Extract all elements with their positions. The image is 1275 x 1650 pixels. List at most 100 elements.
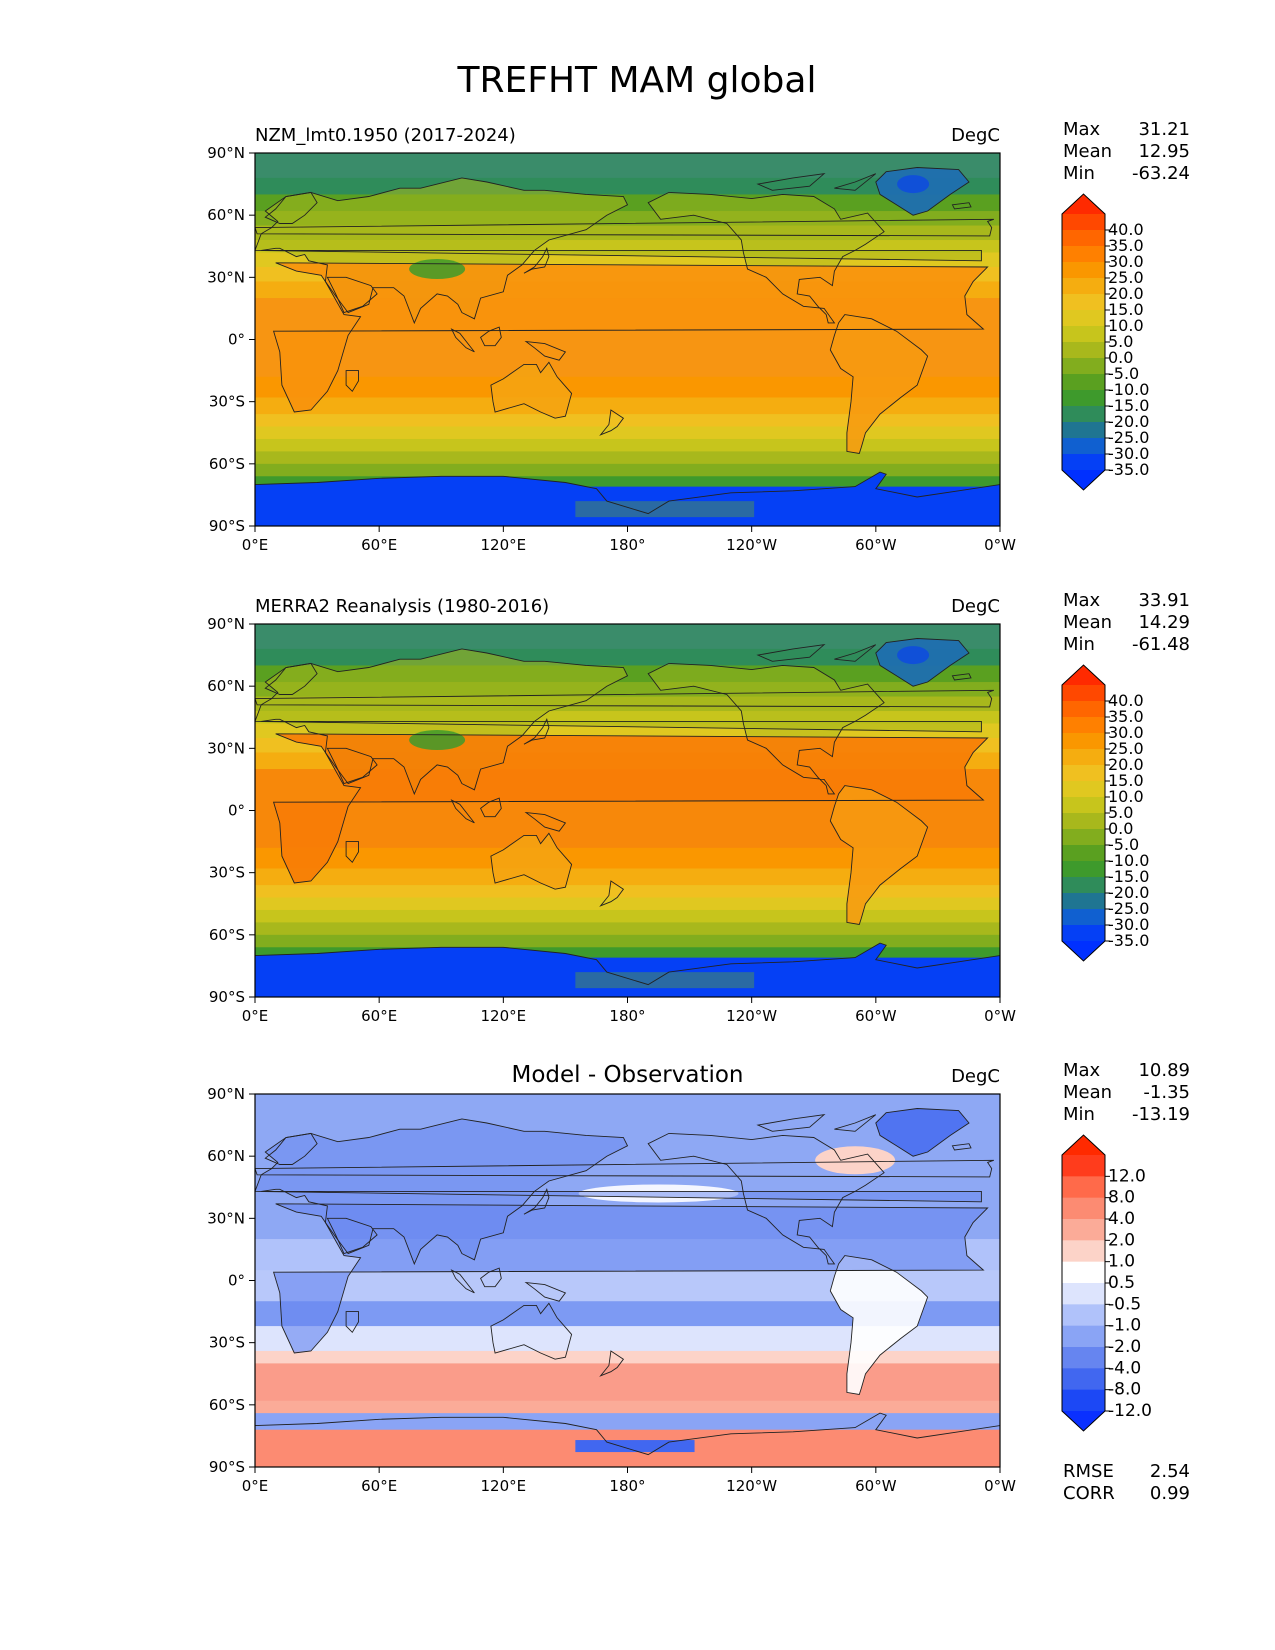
coastline-eurasia <box>255 648 982 796</box>
coastline-japan <box>523 247 550 274</box>
colorbar-label: 30.0 <box>1108 252 1144 271</box>
coastline-scandinavia <box>264 191 318 224</box>
colorbar-label: -20.0 <box>1108 412 1149 431</box>
field-band <box>255 947 1000 959</box>
colorbar-label: 25.0 <box>1108 268 1144 287</box>
coastline-canadaisl2 <box>834 1114 877 1132</box>
colorbar-segment <box>1062 813 1105 830</box>
field-band <box>255 885 1000 899</box>
colorbar-label: -2.0 <box>1108 1337 1141 1357</box>
coastline-nz <box>599 409 625 436</box>
colorbar-segment <box>1062 765 1105 782</box>
lon-tick-label: 120°E <box>481 536 527 554</box>
colorbar-label: 0.0 <box>1108 819 1133 838</box>
land-australia-fill <box>490 833 572 890</box>
colorbar-segment <box>1062 861 1105 878</box>
colorbar-segment <box>1062 1176 1105 1199</box>
colorbar-label: 20.0 <box>1108 755 1144 774</box>
coastline-britain <box>255 689 994 708</box>
lat-tick-label: 60°S <box>209 926 245 944</box>
lat-tick-label: 90°N <box>207 144 245 162</box>
lat-tick-label: 90°S <box>209 517 245 535</box>
tibet-cold-spot <box>409 730 466 751</box>
lat-tick-label: 90°S <box>209 988 245 1006</box>
field-band <box>255 451 1000 465</box>
colorbar-label: -0.5 <box>1108 1294 1141 1314</box>
lon-tick-label: 120°W <box>726 536 777 554</box>
coastline-greenland <box>875 1108 970 1157</box>
coastline-newguinea <box>524 811 567 832</box>
colorbar-label: 8.0 <box>1108 1188 1135 1208</box>
lon-tick-label: 0°E <box>242 1007 269 1025</box>
colorbar-label: 0.5 <box>1108 1273 1135 1293</box>
field-band <box>255 909 1000 923</box>
coastline-japan <box>523 718 550 745</box>
coastline-namerica <box>647 1132 885 1265</box>
stat-value-mean: -1.35 <box>1143 1082 1190 1103</box>
coastline-borneo <box>480 797 502 818</box>
colorbar-segment <box>1062 1240 1105 1263</box>
coastlines <box>255 167 1000 526</box>
colorbar-segment <box>1062 1368 1105 1391</box>
colorbar-segment <box>1062 342 1105 359</box>
diff-hudson-warm <box>815 1146 896 1175</box>
stat-value-min: -63.24 <box>1132 163 1190 184</box>
coastline-canadaisl1 <box>756 1114 826 1132</box>
coastline-samerica <box>829 1255 929 1396</box>
stat-value-rmse: 2.54 <box>1150 1461 1190 1482</box>
field-band <box>255 476 1000 488</box>
colorbar-segment <box>1062 406 1105 423</box>
coastline-madagascar <box>345 370 359 393</box>
colorbar-segment <box>1062 829 1105 846</box>
land-antarctica-fill <box>255 943 1000 997</box>
coastline-antarctica <box>255 1412 1000 1467</box>
colorbar: 40.035.030.025.020.015.010.05.00.0-5.0-1… <box>1061 664 1149 962</box>
colorbar-label: 2.0 <box>1108 1230 1135 1250</box>
lat-tick-label: 90°N <box>207 615 245 633</box>
field-band <box>255 426 1000 440</box>
colorbar-segment <box>1062 1389 1105 1412</box>
colorbar-segment <box>1062 422 1105 439</box>
coastline-newguinea <box>524 1281 567 1302</box>
coastline-nz <box>599 880 625 907</box>
field-band <box>255 438 1000 452</box>
diff-band <box>255 1350 1000 1364</box>
diff-band <box>255 1400 1000 1414</box>
coastline-greenland <box>875 638 970 687</box>
lon-tick-label: 60°W <box>855 1007 897 1025</box>
colorbar-label: 35.0 <box>1108 236 1144 255</box>
coastline-samerica <box>829 314 929 455</box>
field-band <box>255 922 1000 936</box>
panel-units: DegC <box>951 596 1000 617</box>
colorbar-segment <box>1062 877 1105 894</box>
colorbar-segment <box>1062 1155 1105 1177</box>
stat-label-mean: Mean <box>1063 612 1112 633</box>
coastline-africa <box>272 733 989 884</box>
coastline-newguinea <box>524 340 567 361</box>
panel-left-title: MERRA2 Reanalysis (1980-2016) <box>255 596 549 617</box>
lat-tick-label: 0° <box>228 331 245 349</box>
coastline-canadaisl1 <box>756 644 826 662</box>
coastlines <box>255 1108 1000 1467</box>
colorbar-label: 0.0 <box>1108 348 1133 367</box>
colorbar-segment <box>1062 1261 1105 1284</box>
map-panel-diff: 90°N 60°N 30°N 0° 30°S 60°S 90°S0°E 60°E 120°E 18… <box>207 1060 1190 1504</box>
lon-tick-label: 60°E <box>361 1477 397 1495</box>
lat-tick-label: 60°S <box>209 455 245 473</box>
colorbar-segment <box>1062 294 1105 311</box>
lon-tick-label: 0°W <box>984 1477 1016 1495</box>
colorbar-segment <box>1062 438 1105 455</box>
colorbar-bottom-extend <box>1062 941 1105 961</box>
stat-label-mean: Mean <box>1063 1082 1112 1103</box>
field-band <box>255 463 1000 477</box>
lon-tick-label: 0°W <box>984 1007 1016 1025</box>
coastline-madagascar <box>345 841 359 864</box>
stat-value-max: 10.89 <box>1138 1060 1190 1081</box>
lon-tick-label: 0°E <box>242 536 269 554</box>
diff-greenland-fill <box>875 1108 969 1157</box>
coastline-borneo <box>480 1267 502 1288</box>
lon-tick-label: 180° <box>609 536 645 554</box>
coastline-arabia <box>326 1217 378 1255</box>
colorbar-label: -1.0 <box>1108 1316 1141 1336</box>
